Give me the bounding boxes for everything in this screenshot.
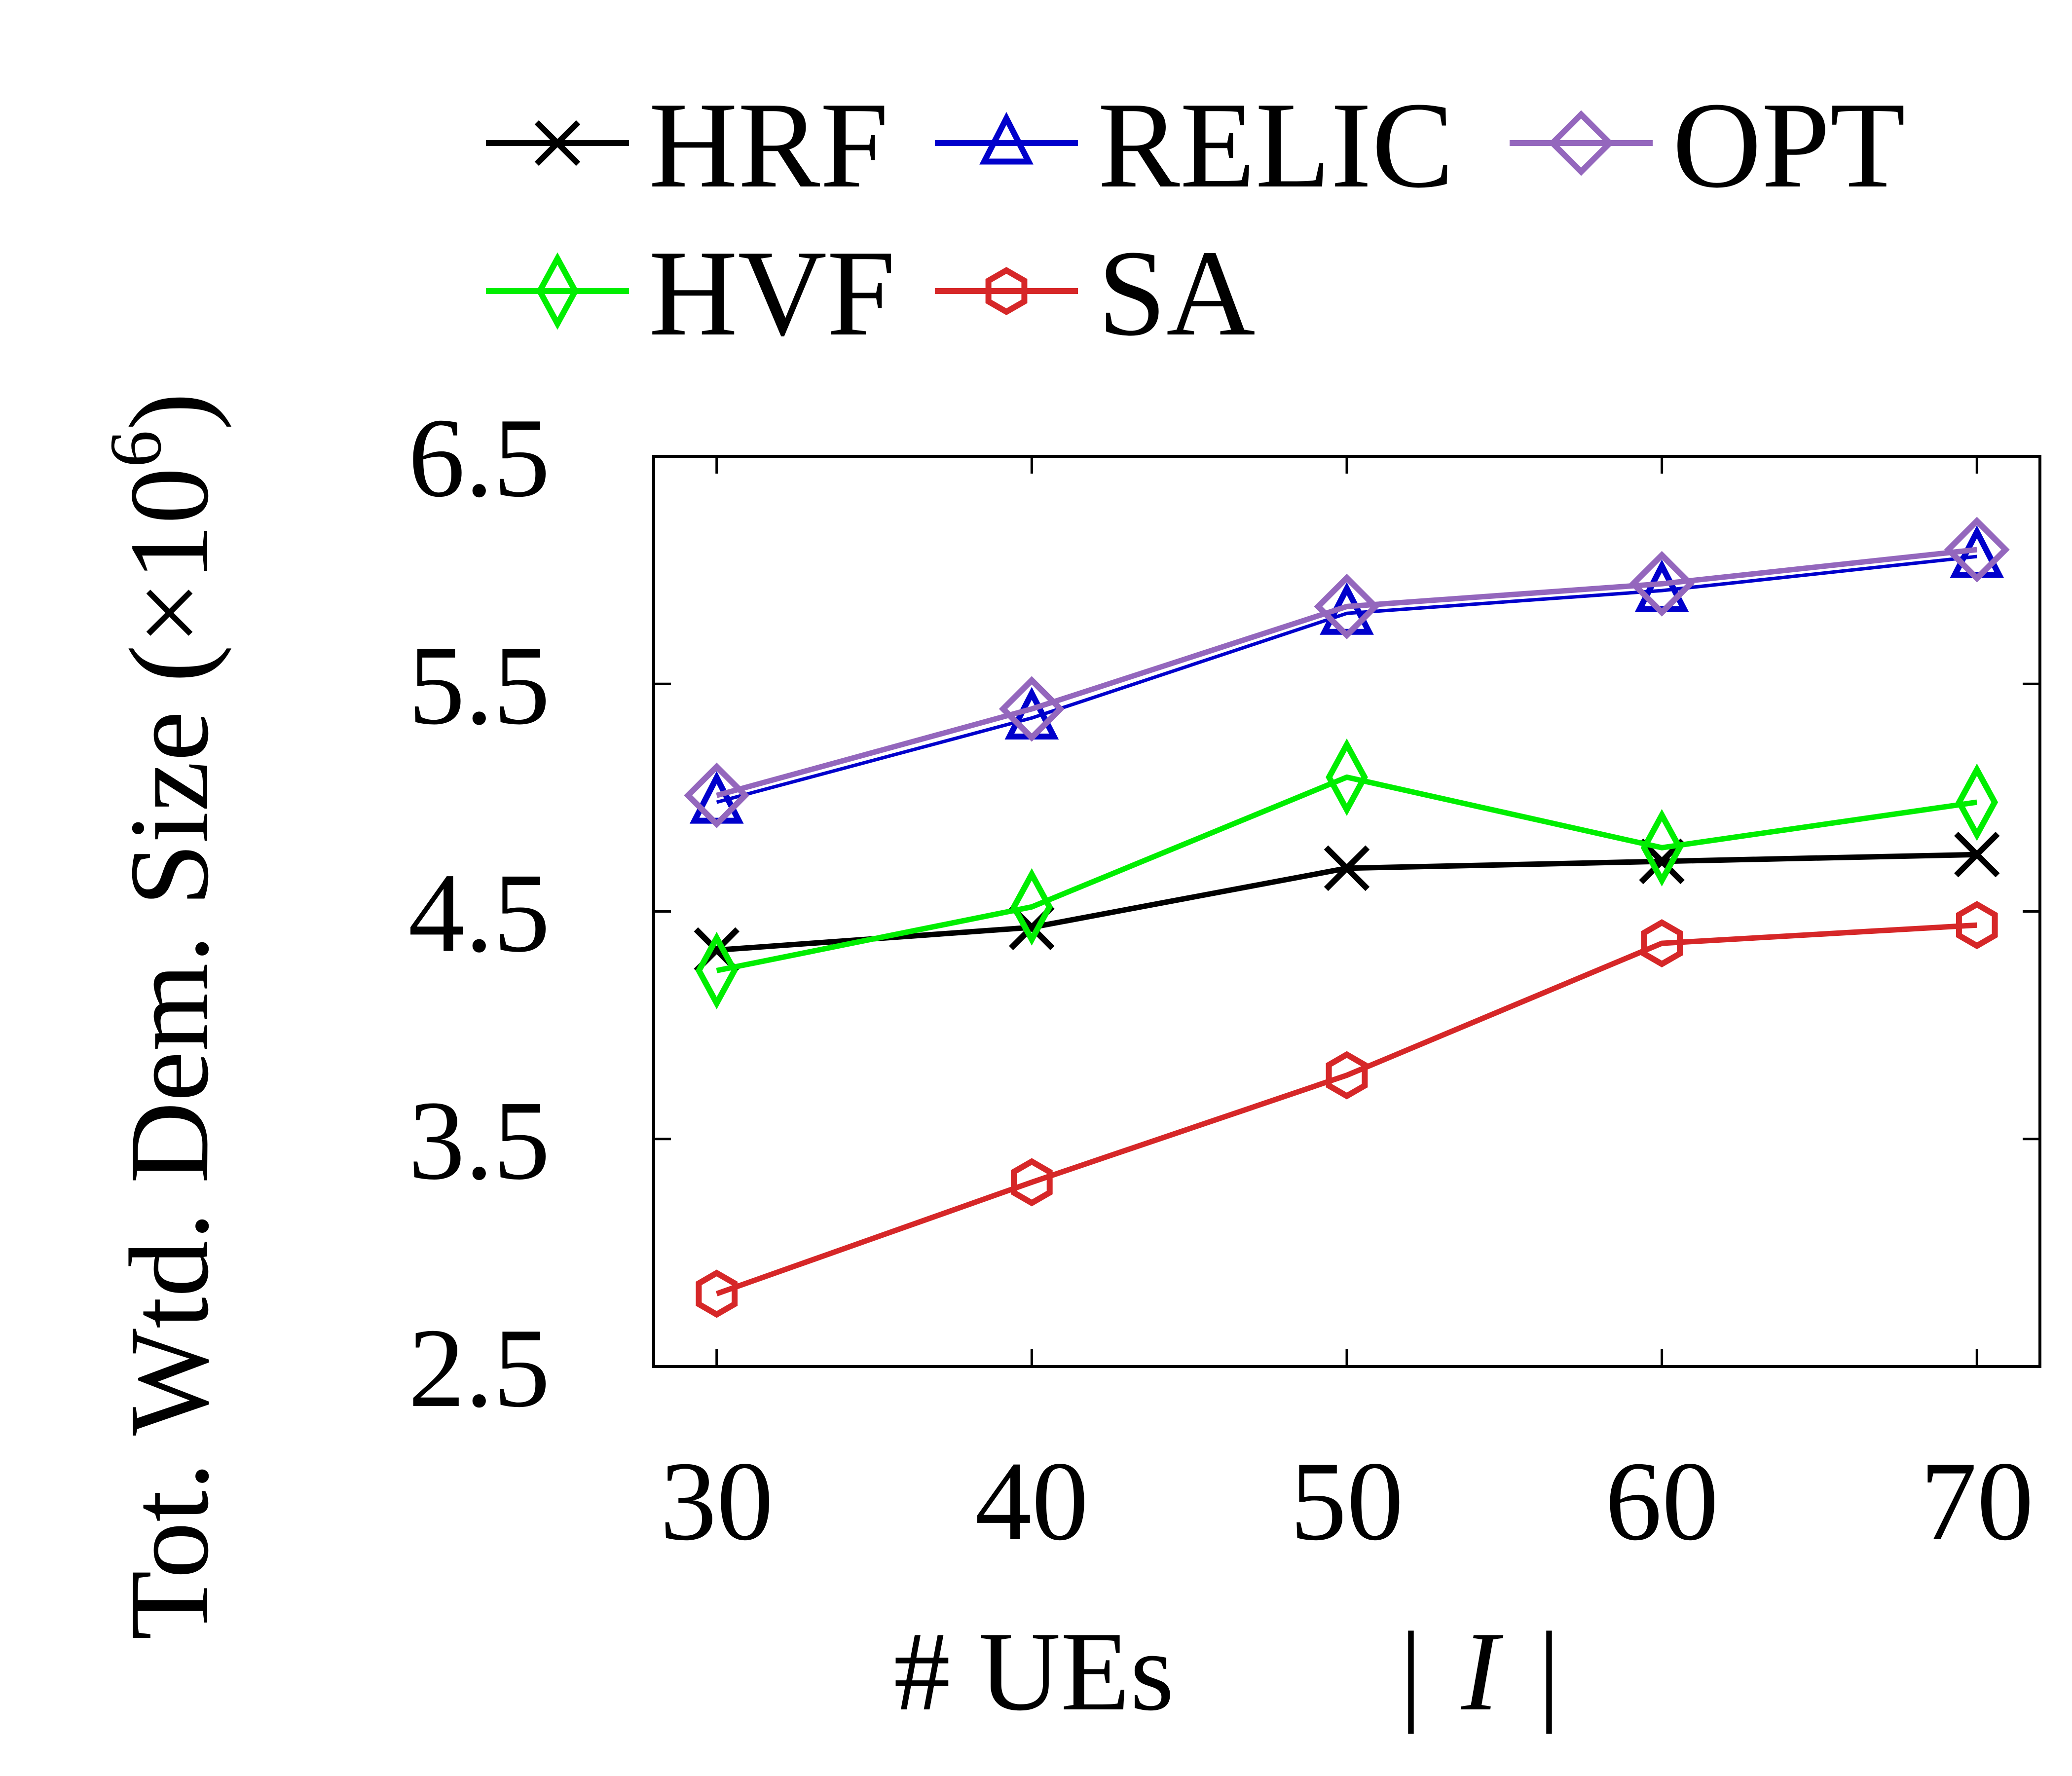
x-axis: 30 40 50 60 70 bbox=[660, 456, 2034, 1564]
legend: HRF RELIC OPT HVF SA bbox=[486, 77, 1905, 362]
legend-label-hrf: HRF bbox=[649, 77, 888, 214]
y-axis-title-exponent: 6 bbox=[95, 430, 177, 467]
data-point-hvf bbox=[1010, 868, 1053, 946]
y-tick-label: 4.5 bbox=[408, 850, 551, 976]
x-axis-title-bar-open: | bbox=[1400, 1608, 1422, 1734]
data-point-sa bbox=[696, 1269, 738, 1318]
series-line-hvf bbox=[716, 774, 1978, 973]
x-tick-label: 40 bbox=[975, 1438, 1088, 1564]
x-tick-label: 70 bbox=[1920, 1438, 2034, 1564]
x-axis-title-prefix: # UEs bbox=[893, 1608, 1174, 1734]
x-tick-label: 30 bbox=[660, 1438, 774, 1564]
legend-item-sa: SA bbox=[935, 225, 1256, 362]
data-point-opt bbox=[684, 762, 750, 828]
legend-label-sa: SA bbox=[1098, 225, 1256, 362]
x-axis-title-bar-close: | bbox=[1538, 1608, 1560, 1734]
data-point-hrf bbox=[1954, 831, 2000, 878]
data-point-hvf bbox=[1956, 763, 1998, 841]
y-tick-label: 3.5 bbox=[408, 1077, 551, 1203]
data-point-hrf bbox=[1324, 845, 1370, 891]
data-point-opt bbox=[999, 676, 1065, 742]
series-hvf bbox=[695, 738, 1998, 1009]
legend-label-opt: OPT bbox=[1672, 77, 1905, 214]
legend-marker-opt bbox=[1548, 110, 1614, 176]
data-point-hvf bbox=[1326, 738, 1368, 816]
svg-text:Tot. Wtd. Dem. Size (×106): Tot. Wtd. Dem. Size (×106) bbox=[95, 393, 232, 1640]
data-point-hvf bbox=[1640, 809, 1683, 887]
data-point-hvf bbox=[695, 931, 738, 1009]
x-tick-label: 60 bbox=[1605, 1438, 1719, 1564]
legend-marker-sa bbox=[985, 267, 1028, 315]
legend-label-relic: RELIC bbox=[1098, 77, 1454, 214]
legend-item-hrf: HRF bbox=[486, 77, 888, 214]
legend-item-relic: RELIC bbox=[935, 77, 1454, 214]
series-line-opt bbox=[716, 547, 1977, 798]
legend-item-hvf: HVF bbox=[486, 225, 895, 362]
legend-marker-relic bbox=[979, 111, 1034, 165]
series-group bbox=[684, 517, 2010, 1318]
legend-marker-hrf bbox=[534, 120, 581, 166]
data-point-sa bbox=[1011, 1158, 1053, 1207]
y-axis-title: Tot. Wtd. Dem. Size (×106) bbox=[95, 393, 232, 1640]
legend-marker-hvf bbox=[536, 252, 579, 330]
series-hrf bbox=[694, 831, 2000, 973]
data-point-sa bbox=[1641, 919, 1683, 968]
x-tick-label: 50 bbox=[1290, 1438, 1404, 1564]
legend-item-opt: OPT bbox=[1510, 77, 1905, 214]
x-axis-title: # UEs | I | bbox=[893, 1608, 1560, 1734]
data-point-sa bbox=[1326, 1051, 1368, 1100]
y-axis-title-text: Tot. Wtd. Dem. Size (×10 bbox=[106, 467, 232, 1640]
y-tick-label: 5.5 bbox=[408, 622, 551, 748]
data-point-opt bbox=[1629, 551, 1695, 617]
data-point-opt bbox=[1944, 517, 2010, 583]
series-line-sa bbox=[715, 922, 1977, 1296]
series-line-relic bbox=[716, 555, 1977, 804]
data-point-opt bbox=[1314, 573, 1380, 639]
y-axis-title-close: ) bbox=[106, 393, 232, 431]
y-axis: 2.5 3.5 4.5 5.5 6.5 bbox=[408, 395, 2040, 1431]
series-sa bbox=[696, 901, 1998, 1318]
y-tick-label: 6.5 bbox=[408, 395, 551, 520]
series-opt bbox=[684, 517, 2010, 828]
legend-label-hvf: HVF bbox=[649, 225, 895, 362]
y-tick-label: 2.5 bbox=[408, 1305, 551, 1431]
x-axis-title-symbol: I bbox=[1461, 1608, 1504, 1734]
data-point-sa bbox=[1956, 901, 1998, 950]
